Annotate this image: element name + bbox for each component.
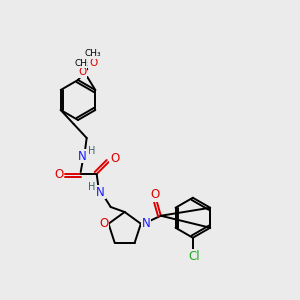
Text: H: H [88,182,95,192]
Text: CH₃: CH₃ [85,50,101,58]
Text: H: H [88,146,95,156]
Text: N: N [78,149,87,163]
Text: N: N [96,185,105,199]
Text: O: O [89,58,97,68]
Text: O: O [150,188,160,201]
Text: O: O [54,167,63,181]
Text: O: O [99,217,108,230]
Text: O: O [110,152,119,164]
Text: N: N [142,217,150,230]
Text: CH₃: CH₃ [74,58,91,68]
Text: Cl: Cl [188,250,200,263]
Text: O: O [78,67,86,77]
